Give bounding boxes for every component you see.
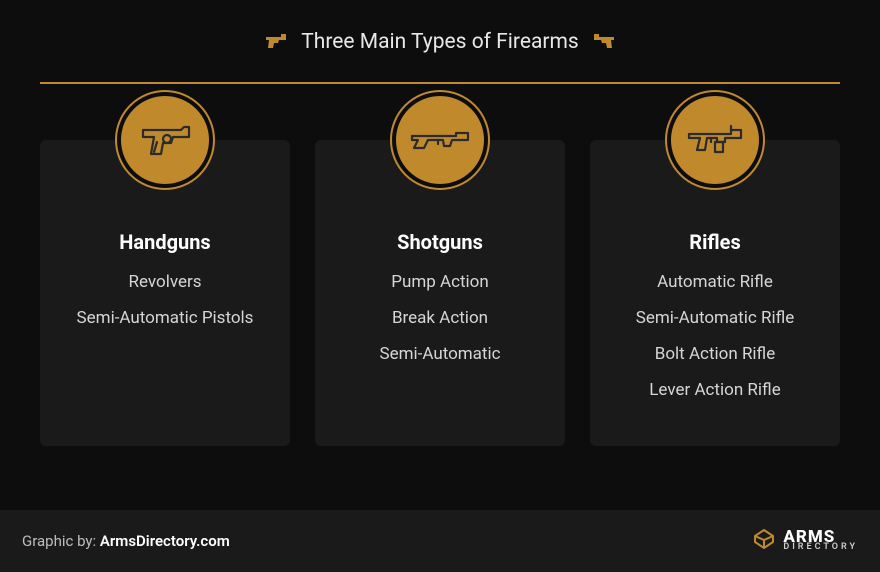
list-item: Pump Action [333, 272, 547, 292]
rifle-icon [667, 92, 763, 188]
list-item: Break Action [333, 308, 547, 328]
credit-label: Graphic by: [22, 532, 100, 550]
logo: ARMS DIRECTORY [751, 526, 858, 556]
card-title: Shotguns [333, 230, 547, 254]
handgun-icon [117, 92, 213, 188]
card-shotguns: Shotguns Pump Action Break Action Semi-A… [315, 140, 565, 446]
card-list: Pump Action Break Action Semi-Automatic [333, 272, 547, 364]
page-title: Three Main Types of Firearms [301, 30, 579, 54]
card-title: Handguns [58, 230, 272, 254]
list-item: Revolvers [58, 272, 272, 292]
list-item: Lever Action Rifle [608, 380, 822, 400]
list-item: Semi-Automatic Rifle [608, 308, 822, 328]
list-item: Bolt Action Rifle [608, 344, 822, 364]
logo-text: ARMS DIRECTORY [783, 530, 858, 552]
card-list: Automatic Rifle Semi-Automatic Rifle Bol… [608, 272, 822, 400]
logo-text-bottom: DIRECTORY [783, 544, 858, 552]
logo-icon [751, 526, 777, 556]
credit: Graphic by: ArmsDirectory.com [22, 532, 230, 550]
card-list: Revolvers Semi-Automatic Pistols [58, 272, 272, 328]
card-rifles: Rifles Automatic Rifle Semi-Automatic Ri… [590, 140, 840, 446]
list-item: Semi-Automatic [333, 344, 547, 364]
list-item: Automatic Rifle [608, 272, 822, 292]
card-title: Rifles [608, 230, 822, 254]
credit-source: ArmsDirectory.com [100, 532, 230, 550]
cards-row: Handguns Revolvers Semi-Automatic Pistol… [40, 140, 840, 446]
pistol-icon-right [593, 34, 615, 50]
divider [40, 82, 840, 84]
shotgun-icon [392, 92, 488, 188]
pistol-icon-left [265, 34, 287, 50]
header: Three Main Types of Firearms [40, 30, 840, 54]
list-item: Semi-Automatic Pistols [58, 308, 272, 328]
card-handguns: Handguns Revolvers Semi-Automatic Pistol… [40, 140, 290, 446]
footer: Graphic by: ArmsDirectory.com ARMS DIREC… [0, 510, 880, 572]
